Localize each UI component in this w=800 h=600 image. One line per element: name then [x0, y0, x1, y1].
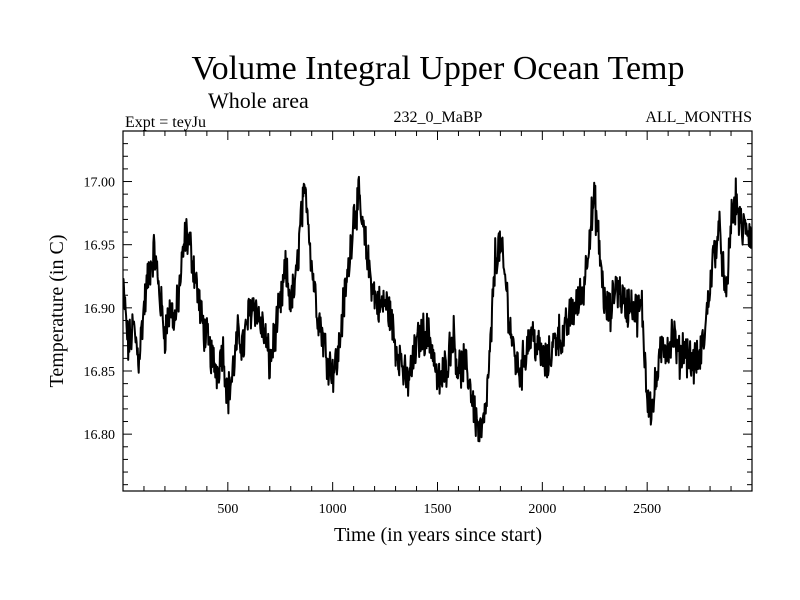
- months-label: ALL_MONTHS: [645, 109, 752, 126]
- chart-subtitle: Whole area: [208, 88, 309, 113]
- y-tick-label: 17.00: [84, 176, 116, 191]
- series-line-temperature: [123, 175, 752, 443]
- y-axis: 16.80 16.85 16.90 16.95 17.00: [84, 130, 752, 486]
- x-tick-label: 1000: [319, 502, 347, 517]
- x-axis-label: Time (in years since start): [334, 524, 542, 546]
- plot-frame: [122, 130, 753, 492]
- x-tick-label: 2000: [528, 502, 556, 517]
- x-tick-label: 2500: [633, 502, 661, 517]
- y-axis-label: Temperature (in C): [46, 235, 68, 388]
- x-tick-label: 1500: [424, 502, 452, 517]
- x-axis: 500 1000 1500 2000 2500: [143, 131, 732, 517]
- y-tick-label: 16.95: [84, 239, 116, 254]
- y-tick-label: 16.85: [84, 365, 116, 380]
- x-tick-label: 500: [217, 502, 238, 517]
- chart-title: Volume Integral Upper Ocean Temp: [192, 50, 685, 87]
- expt-label: Expt = teyJu: [125, 114, 206, 131]
- y-tick-label: 16.80: [84, 428, 116, 443]
- run-label: 232_0_MaBP: [394, 109, 483, 126]
- y-tick-label: 16.90: [84, 302, 116, 317]
